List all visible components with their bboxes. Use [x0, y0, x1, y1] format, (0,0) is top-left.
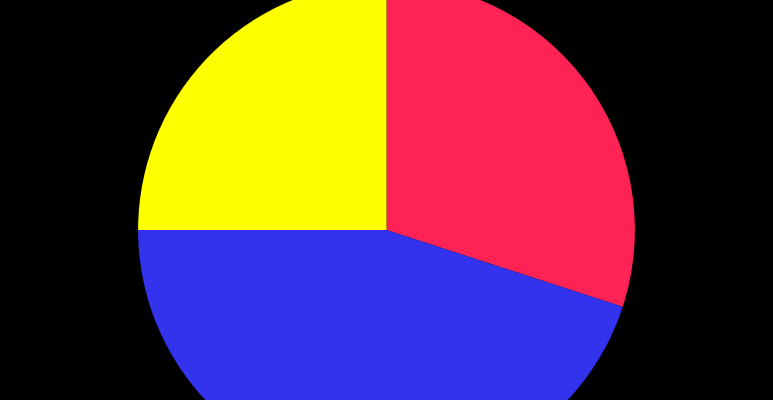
Wedge shape — [138, 230, 623, 400]
Wedge shape — [138, 0, 386, 230]
Wedge shape — [386, 0, 635, 307]
